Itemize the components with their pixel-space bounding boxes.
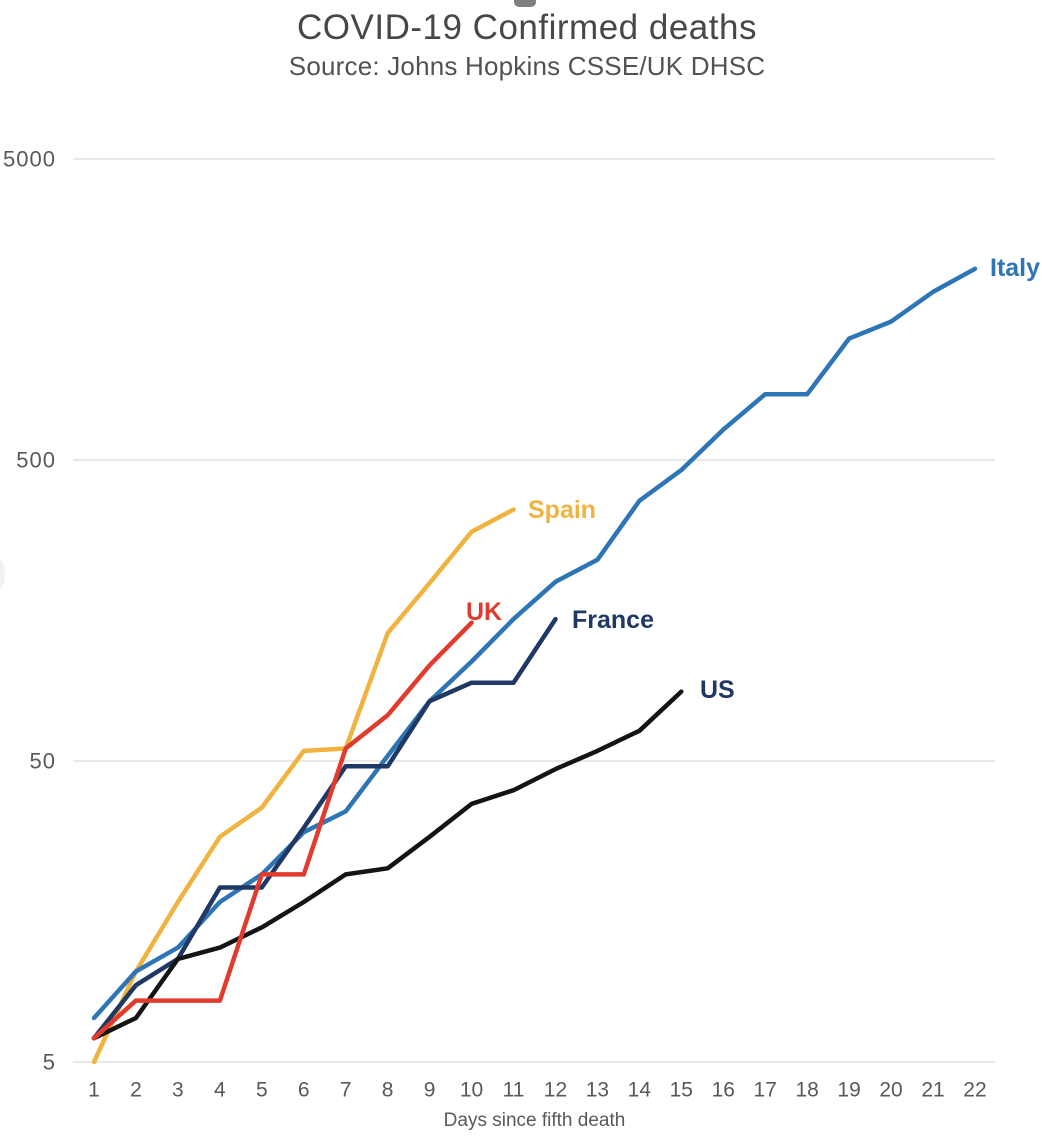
x-tick-16: 16 xyxy=(712,1079,735,1102)
x-axis-title: Days since fifth death xyxy=(443,1110,626,1131)
x-tick-19: 19 xyxy=(837,1079,860,1102)
x-tick-3: 3 xyxy=(172,1079,184,1102)
browser-artifact-top xyxy=(514,0,536,7)
series-label-france: France xyxy=(572,606,654,634)
x-tick-9: 9 xyxy=(424,1079,436,1102)
x-tick-2: 2 xyxy=(130,1079,142,1102)
x-tick-20: 20 xyxy=(879,1079,902,1102)
y-tick-500: 500 xyxy=(16,448,56,473)
y-tick-5: 5 xyxy=(43,1050,56,1075)
x-tick-8: 8 xyxy=(382,1079,394,1102)
series-line-france xyxy=(91,616,558,1041)
x-tick-5: 5 xyxy=(256,1079,268,1102)
x-tick-13: 13 xyxy=(586,1079,609,1102)
x-tick-18: 18 xyxy=(795,1079,818,1102)
y-tick-50: 50 xyxy=(30,749,56,774)
series-label-uk: UK xyxy=(466,598,502,626)
chart-title: COVID-19 Confirmed deaths xyxy=(297,8,757,47)
y-tick-5000: 5000 xyxy=(3,147,56,172)
series-line-spain xyxy=(91,507,516,1065)
series-line-uk xyxy=(91,620,474,1041)
x-tick-4: 4 xyxy=(214,1079,226,1102)
left-edge-smudge xyxy=(0,560,5,588)
chart-header: COVID-19 Confirmed deaths Source: Johns … xyxy=(0,8,1042,82)
chart-subtitle: Source: Johns Hopkins CSSE/UK DHSC xyxy=(288,51,766,81)
x-tick-15: 15 xyxy=(670,1079,693,1102)
x-tick-12: 12 xyxy=(544,1079,567,1102)
x-tick-17: 17 xyxy=(754,1079,777,1102)
x-tick-7: 7 xyxy=(340,1079,352,1102)
x-tick-10: 10 xyxy=(460,1079,483,1102)
series-label-italy: Italy xyxy=(990,254,1040,282)
x-tick-6: 6 xyxy=(298,1079,310,1102)
x-tick-11: 11 xyxy=(503,1079,525,1102)
series-label-spain: Spain xyxy=(528,496,596,524)
x-tick-22: 22 xyxy=(963,1079,986,1102)
series-label-us: US xyxy=(700,676,735,704)
series-line-italy xyxy=(91,266,978,1021)
x-tick-1: 1 xyxy=(88,1079,100,1102)
series-line-us xyxy=(91,689,684,1041)
x-tick-14: 14 xyxy=(628,1079,652,1102)
x-tick-21: 21 xyxy=(921,1079,944,1102)
